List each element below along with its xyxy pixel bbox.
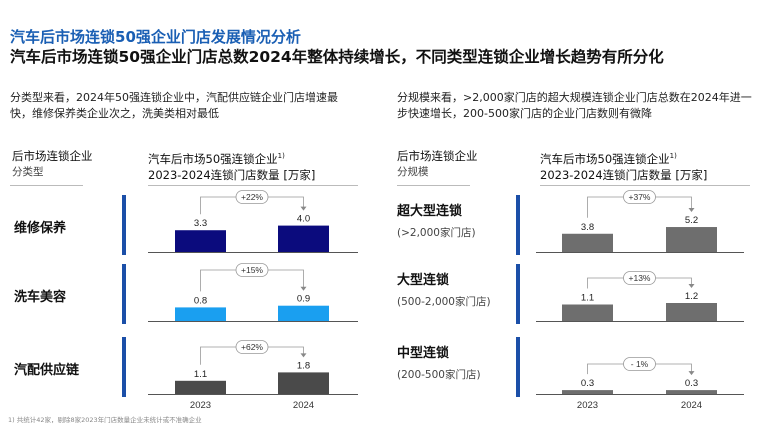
growth-pill	[623, 357, 656, 371]
row-label-block: 维修保养	[14, 217, 66, 236]
row-label: 洗车美容	[14, 290, 67, 305]
data-label: 0.3	[685, 378, 698, 389]
right-col1-sub: 分规模	[397, 166, 429, 178]
x-tick-label: 2023	[190, 400, 211, 411]
bar-2023	[562, 390, 613, 394]
bar-2024	[278, 225, 329, 252]
bar-2023	[562, 304, 613, 321]
left-col1-header: 后市场连锁企业 分类型	[12, 148, 93, 179]
bar-2024	[666, 390, 717, 394]
data-label: 5.2	[685, 215, 698, 226]
data-label: 3.3	[194, 218, 207, 229]
right-col1-header: 后市场连锁企业 分规模	[397, 148, 478, 179]
right-col2-header: 汽车后市场50强连锁企业1) 2023-2024连锁门店数量 [万家]	[540, 148, 707, 183]
arrow-down-icon	[300, 286, 307, 291]
data-label: 1.1	[581, 293, 594, 304]
row-label-block: 洗车美容	[14, 286, 66, 305]
slide-subtitle: 汽车后市场连锁50强企业门店总数2024年整体持续增长，不同类型连锁企业增长趋势…	[10, 48, 664, 66]
growth-pill	[623, 271, 656, 285]
row-label: 中型连锁	[397, 346, 450, 361]
growth-label: +15%	[241, 265, 263, 275]
row-accent-bar	[122, 264, 126, 324]
data-label: 1.2	[685, 291, 698, 302]
x-tick-label: 2024	[681, 400, 702, 411]
row-accent-bar	[516, 264, 520, 324]
data-label: 1.1	[194, 369, 207, 380]
divider	[540, 185, 750, 186]
data-label: 3.8	[581, 222, 594, 233]
growth-pill	[235, 340, 269, 354]
row-label: 超大型连锁	[397, 204, 463, 219]
bar-2024	[666, 227, 717, 252]
row-label-block: 中型连锁 (200-500家门店)	[397, 342, 481, 382]
row-sublabel: (>2,000家门店)	[397, 227, 476, 239]
row-label-block: 超大型连锁 (>2,000家门店)	[397, 200, 476, 240]
right-intro: 分规模来看，>2,000家门店的超大规模连锁企业门店总数在2024年进一步快速增…	[397, 91, 752, 120]
bar-2024	[666, 303, 717, 321]
data-label: 0.3	[581, 378, 594, 389]
right-footnote-ref: 1)	[669, 152, 677, 160]
left-intro: 分类型来看，2024年50强连锁企业中，汽配供应链企业门店增速最快，维修保养类企…	[10, 91, 338, 120]
data-label: 0.8	[194, 295, 207, 306]
arrow-down-icon	[300, 353, 307, 358]
divider	[148, 185, 358, 186]
bar-2023	[175, 380, 226, 394]
arrow-down-icon	[688, 371, 695, 376]
right-col2-title: 汽车后市场50强连锁企业	[540, 151, 670, 166]
bar-2023	[175, 230, 226, 252]
right-col2-sub: 2023-2024连锁门店数量 [万家]	[540, 167, 708, 182]
row-label-block: 汽配供应链	[14, 359, 79, 378]
row-accent-bar	[516, 195, 520, 255]
row-accent-bar	[516, 337, 520, 397]
growth-label: +13%	[629, 273, 651, 283]
bar-2024	[278, 305, 329, 321]
data-label: 0.9	[297, 294, 310, 305]
growth-label: +22%	[241, 192, 263, 202]
row-accent-bar	[122, 337, 126, 397]
arrow-down-icon	[688, 208, 695, 213]
data-label: 1.8	[297, 360, 310, 371]
data-label: 4.0	[297, 214, 310, 225]
footnote: 1) 共统计42家，剔除8家2023年门店数量企业未统计或不准确企业	[8, 416, 202, 424]
row-label: 大型连锁	[397, 273, 450, 288]
growth-label: +62%	[241, 342, 263, 352]
x-tick-label: 2024	[293, 400, 314, 411]
row-label: 汽配供应链	[14, 363, 80, 378]
row-accent-bar	[122, 195, 126, 255]
row-label: 维修保养	[14, 221, 67, 236]
arrow-down-icon	[300, 206, 307, 211]
divider	[10, 185, 83, 186]
growth-label: - 1%	[631, 359, 649, 369]
x-tick-label: 2023	[577, 400, 598, 411]
right-col1-title: 后市场连锁企业	[397, 149, 478, 163]
growth-pill	[235, 263, 269, 277]
left-col1-title: 后市场连锁企业	[12, 149, 93, 163]
left-col2-title: 汽车后市场50强连锁企业	[148, 151, 278, 166]
row-sublabel: (200-500家门店)	[397, 369, 481, 381]
growth-label: +37%	[629, 192, 651, 202]
slide-title: 汽车后市场连锁50强企业门店发展情况分析	[10, 28, 301, 46]
bar-2024	[278, 372, 329, 394]
bar-2023	[175, 307, 226, 321]
left-col1-sub: 分类型	[12, 166, 44, 178]
growth-pill	[235, 190, 269, 204]
left-footnote-ref: 1)	[277, 152, 285, 160]
row-sublabel: (500-2,000家门店)	[397, 296, 491, 308]
divider	[397, 185, 470, 186]
row-label-block: 大型连锁 (500-2,000家门店)	[397, 269, 491, 309]
arrow-down-icon	[688, 284, 695, 288]
growth-pill	[623, 190, 656, 204]
left-col2-header: 汽车后市场50强连锁企业1) 2023-2024连锁门店数量 [万家]	[148, 148, 315, 183]
left-col2-sub: 2023-2024连锁门店数量 [万家]	[148, 167, 316, 182]
bar-2023	[562, 233, 613, 252]
